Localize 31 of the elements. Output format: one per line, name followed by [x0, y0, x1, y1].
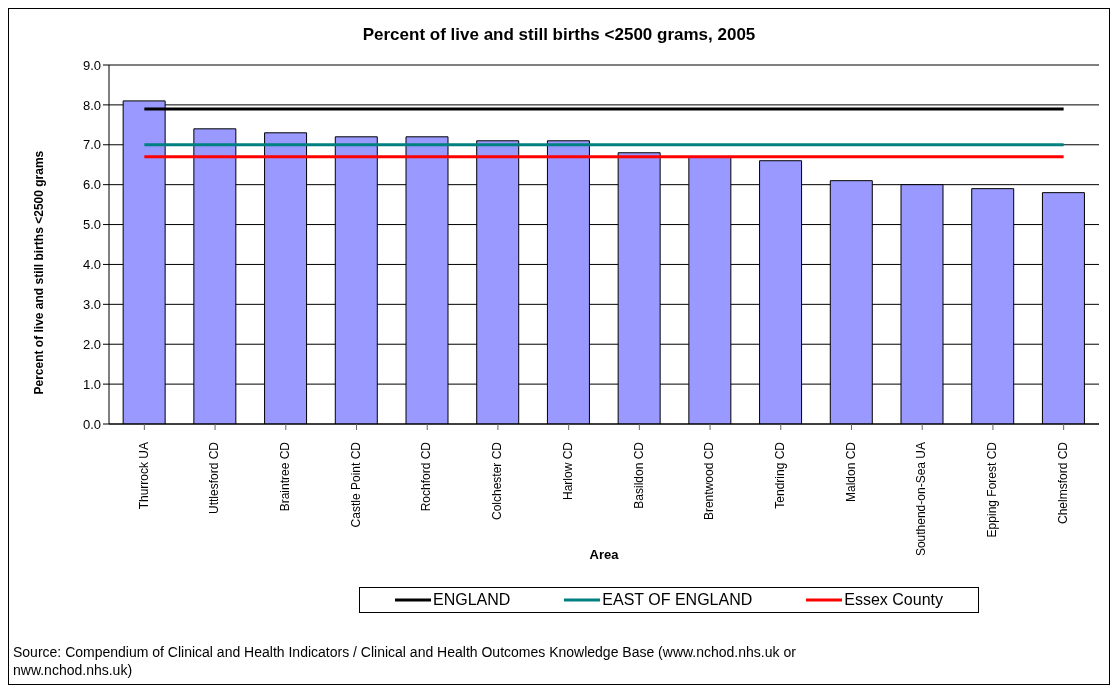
x-tick-label: Castle Point CD	[348, 441, 363, 528]
y-tick-label: 7.0	[82, 137, 101, 153]
x-tick-label: Uttlesford CD	[207, 441, 222, 515]
y-tick-label: 3.0	[82, 296, 101, 312]
y-tick-label: 6.0	[82, 177, 101, 193]
x-axis-title: Area	[589, 547, 620, 562]
x-tick-label: Rochford CD	[419, 441, 434, 512]
y-tick-label: 2.0	[82, 336, 101, 352]
legend-label: Essex County	[843, 591, 943, 609]
y-tick-label: 9.0	[82, 57, 101, 73]
chart-title: Percent of live and still births <2500 grams, 2005	[361, 24, 757, 45]
legend-label: EAST OF ENGLAND	[601, 591, 753, 609]
x-tick-label: Maldon CD	[843, 441, 858, 503]
x-tick-label: Southend-on-Sea UA	[914, 442, 929, 557]
y-axis-title: Percent of live and still births <2500 grams	[32, 150, 47, 395]
x-tick-label: Braintree CD	[277, 441, 292, 512]
x-tick-label: Basildon CD	[631, 441, 646, 509]
x-tick-label: Tendring CD	[772, 441, 787, 509]
x-tick-label: Epping Forest CD	[985, 441, 1000, 538]
source-note: Source: Compendium of Clinical and Health Indicators / Clinical and Health Outcomes Knowledge Base (www.nchod.nhs.uk or nww.nchod.nhs.uk)	[13, 643, 797, 679]
y-tick-label: 0.0	[82, 416, 101, 432]
y-tick-label: 1.0	[82, 376, 101, 392]
x-tick-label: Colchester CD	[490, 441, 505, 521]
x-tick-label: Thurrock UA	[136, 442, 151, 510]
y-tick-label: 5.0	[82, 217, 101, 233]
x-tick-label: Brentwood CD	[702, 441, 717, 521]
legend-label: ENGLAND	[432, 591, 511, 609]
y-tick-label: 4.0	[82, 257, 101, 273]
x-tick-label: Harlow CD	[560, 441, 575, 501]
y-tick-label: 8.0	[82, 97, 101, 113]
x-tick-label: Chelmsford CD	[1055, 441, 1070, 525]
